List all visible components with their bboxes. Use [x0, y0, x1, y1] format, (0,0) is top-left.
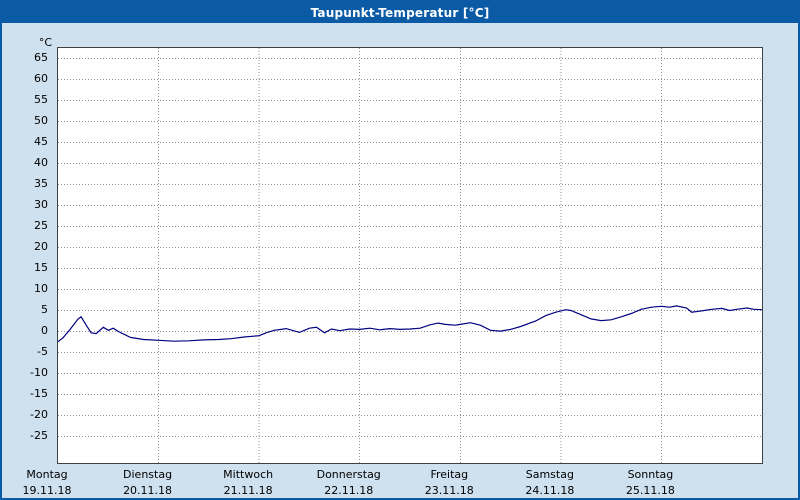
- y-tick-label: 30: [34, 197, 48, 211]
- plot-area: [57, 47, 763, 464]
- y-tick-label: -15: [30, 386, 48, 400]
- y-tick-label: -25: [30, 428, 48, 442]
- y-tick-label: -10: [30, 365, 48, 379]
- date-label: 24.11.18: [525, 484, 575, 497]
- chart-title: Taupunkt-Temperatur [°C]: [310, 5, 490, 20]
- y-tick-label: 35: [34, 176, 48, 190]
- y-tick-label: 25: [34, 218, 48, 232]
- weekday-label: Donnerstag: [316, 468, 381, 481]
- y-tick-label: 15: [34, 260, 48, 274]
- weekday-label: Sonntag: [627, 468, 674, 481]
- x-axis-day-label: Mittwoch 21.11.18: [203, 468, 293, 497]
- weekday-label: Mittwoch: [223, 468, 274, 481]
- weekday-label: Samstag: [525, 468, 574, 481]
- y-tick-label: -20: [30, 407, 48, 421]
- x-axis-day-label: Donnerstag 22.11.18: [304, 468, 394, 497]
- date-label: 23.11.18: [424, 484, 474, 497]
- y-tick-label: 65: [34, 50, 48, 64]
- y-tick-label: 50: [34, 113, 48, 127]
- y-tick-label: 55: [34, 92, 48, 106]
- y-tick-label: -5: [37, 344, 48, 358]
- date-label: 19.11.18: [22, 484, 72, 497]
- y-axis-unit-label: °C: [38, 36, 52, 49]
- dewpoint-temperature-chart: [57, 48, 763, 463]
- weekday-label: Freitag: [430, 468, 469, 481]
- y-tick-label: 20: [34, 239, 48, 253]
- x-axis-day-label: Freitag 23.11.18: [404, 468, 494, 497]
- date-label: 21.11.18: [223, 484, 273, 497]
- weekday-label: Montag: [26, 468, 68, 481]
- y-tick-label: 0: [41, 323, 48, 337]
- y-tick-label: 60: [34, 71, 48, 85]
- y-tick-label: 45: [34, 134, 48, 148]
- x-axis-day-label: Samstag 24.11.18: [505, 468, 595, 497]
- x-axis-day-label: Dienstag 20.11.18: [103, 468, 193, 497]
- y-tick-label: 40: [34, 155, 48, 169]
- y-tick-label: 5: [41, 302, 48, 316]
- date-label: 25.11.18: [625, 484, 675, 497]
- date-label: 22.11.18: [324, 484, 374, 497]
- date-label: 20.11.18: [123, 484, 173, 497]
- weekday-label: Dienstag: [123, 468, 173, 481]
- dewpoint-series-line: [57, 305, 763, 343]
- x-axis-day-label: Sonntag 25.11.18: [605, 468, 695, 497]
- y-tick-label: 10: [34, 281, 48, 295]
- title-bar: Taupunkt-Temperatur [°C]: [2, 2, 798, 23]
- x-axis-day-label: Montag 19.11.18: [2, 468, 92, 497]
